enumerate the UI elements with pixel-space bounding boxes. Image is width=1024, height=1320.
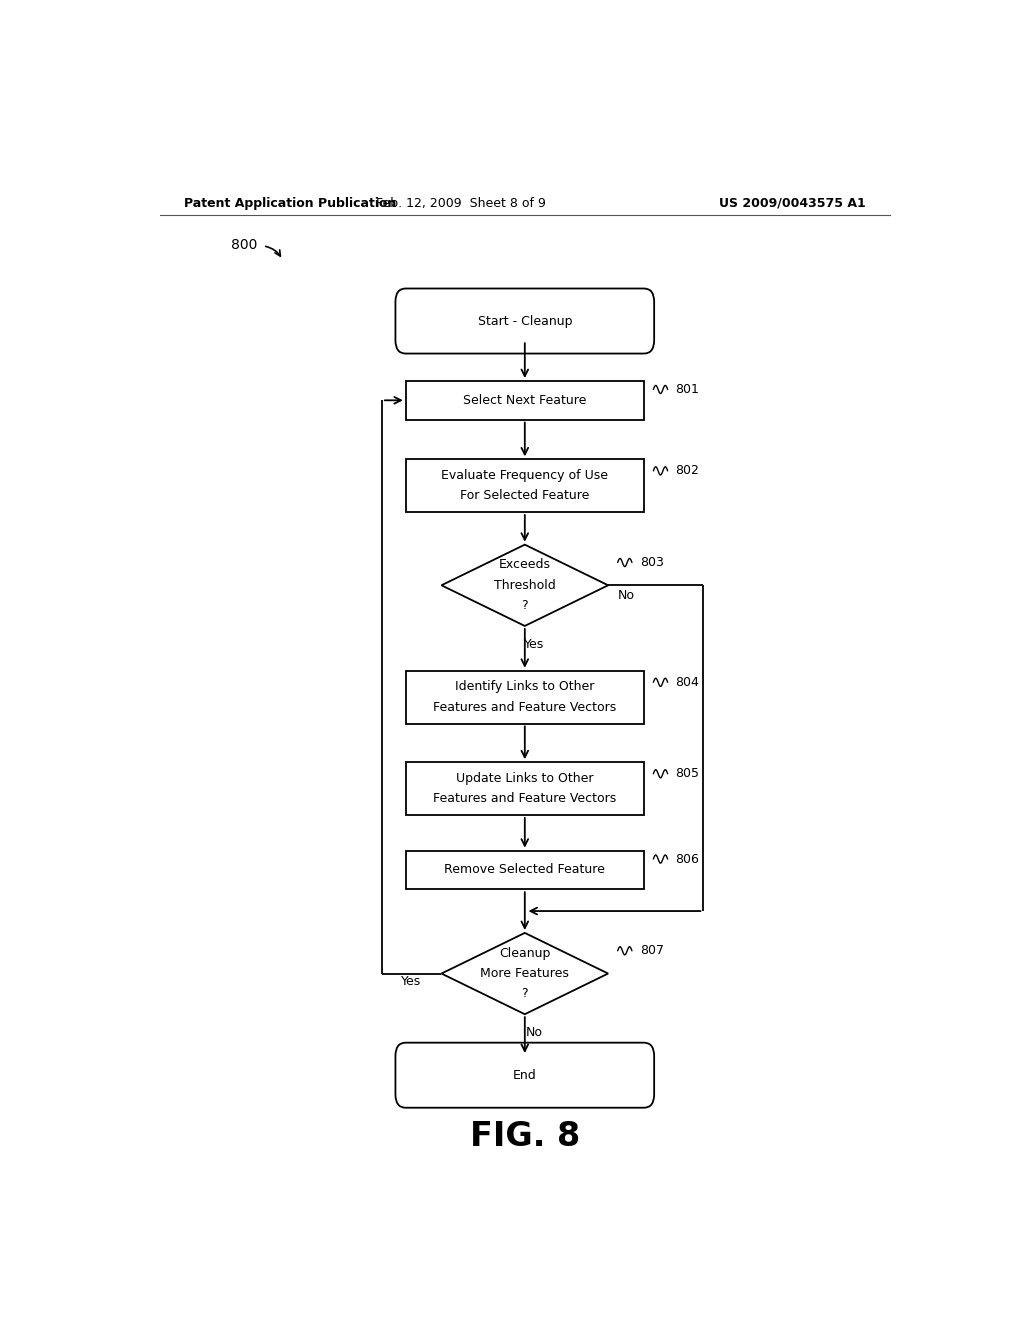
Text: Cleanup: Cleanup	[499, 946, 551, 960]
Bar	[406, 459, 644, 512]
Text: Update Links to Other: Update Links to Other	[456, 772, 594, 785]
Text: Features and Feature Vectors: Features and Feature Vectors	[433, 792, 616, 805]
Text: FIG. 8: FIG. 8	[470, 1119, 580, 1152]
Text: Yes: Yes	[524, 638, 545, 651]
Text: Yes: Yes	[401, 975, 422, 989]
Text: No: No	[617, 589, 635, 602]
Text: Exceeds: Exceeds	[499, 558, 551, 572]
Text: Identify Links to Other: Identify Links to Other	[455, 680, 595, 693]
Text: For Selected Feature: For Selected Feature	[460, 490, 590, 503]
Text: 804: 804	[676, 676, 699, 689]
Text: Threshold: Threshold	[494, 578, 556, 591]
Text: US 2009/0043575 A1: US 2009/0043575 A1	[719, 197, 866, 210]
Text: No: No	[525, 1026, 543, 1039]
Text: 805: 805	[676, 767, 699, 780]
Text: ?: ?	[521, 599, 528, 612]
Text: More Features: More Features	[480, 968, 569, 979]
Text: 800: 800	[231, 238, 258, 252]
Text: Features and Feature Vectors: Features and Feature Vectors	[433, 701, 616, 714]
Text: ?: ?	[521, 987, 528, 1001]
Text: Patent Application Publication: Patent Application Publication	[183, 197, 396, 210]
Text: 807: 807	[640, 944, 664, 957]
Text: End: End	[513, 1069, 537, 1081]
Text: Start - Cleanup: Start - Cleanup	[477, 314, 572, 327]
Bar	[406, 381, 644, 420]
Text: 802: 802	[676, 465, 699, 478]
Polygon shape	[441, 933, 608, 1014]
Text: 803: 803	[640, 556, 664, 569]
Bar	[406, 850, 644, 890]
Text: Remove Selected Feature: Remove Selected Feature	[444, 863, 605, 876]
FancyBboxPatch shape	[395, 1043, 654, 1107]
Bar	[406, 762, 644, 814]
Text: 806: 806	[676, 853, 699, 866]
Text: Select Next Feature: Select Next Feature	[463, 393, 587, 407]
Text: 801: 801	[676, 383, 699, 396]
Bar	[406, 671, 644, 723]
FancyBboxPatch shape	[395, 289, 654, 354]
Text: Feb. 12, 2009  Sheet 8 of 9: Feb. 12, 2009 Sheet 8 of 9	[377, 197, 546, 210]
Polygon shape	[441, 545, 608, 626]
Text: Evaluate Frequency of Use: Evaluate Frequency of Use	[441, 469, 608, 482]
